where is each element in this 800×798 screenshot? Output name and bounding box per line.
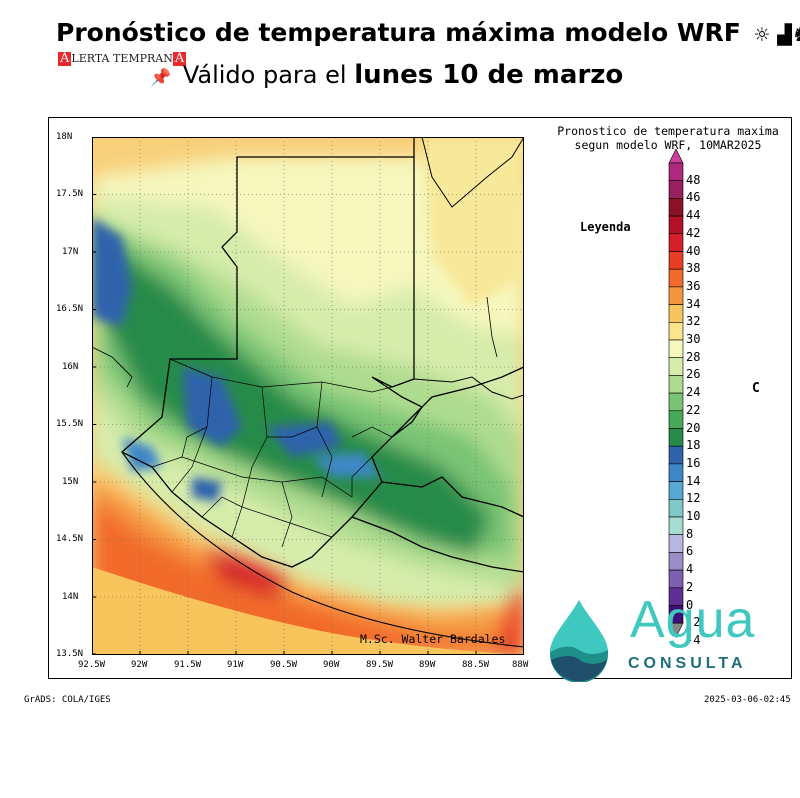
colorbar-label: 0 <box>686 597 694 612</box>
colorbar-bin <box>668 481 684 500</box>
pushpin-icon: 📌 <box>150 68 172 88</box>
colorbar-label: 36 <box>686 278 701 293</box>
colorbar-label: 32 <box>686 314 701 329</box>
colorbar-bin <box>668 215 684 235</box>
lon-tick: 91.5W <box>174 660 202 670</box>
colorbar-label: 12 <box>686 491 701 506</box>
subtitle-date: lunes 10 de marzo <box>354 60 624 90</box>
colorbar-bin <box>668 322 684 341</box>
brand-name: Agua <box>630 591 756 649</box>
colorbar-bin <box>668 339 684 359</box>
lat-tick: 15N <box>62 477 79 487</box>
colorbar-bin <box>668 410 684 429</box>
colorbar-bin <box>668 534 684 553</box>
colorbar-bin <box>668 286 684 305</box>
colorbar <box>668 149 684 638</box>
colorbar-label: 24 <box>686 385 701 400</box>
colorbar-bin <box>668 268 684 288</box>
colorbar-bin <box>668 498 684 518</box>
lon-tick: 88W <box>512 660 529 670</box>
colorbar-label: 22 <box>686 402 701 417</box>
brand-sub: CONSULTA <box>628 655 747 672</box>
colorbar-bin <box>668 357 684 376</box>
lat-tick: 18N <box>56 132 73 142</box>
colorbar-label: 40 <box>686 243 701 258</box>
water-drop-logo <box>550 600 608 682</box>
title-text: Pronóstico de temperatura máxima modelo … <box>56 18 741 47</box>
lat-tick: 13.5N <box>56 649 84 659</box>
colorbar-bin <box>668 463 684 482</box>
alerta-temprana-logo: A LERTA TEMPRAN A <box>58 51 187 66</box>
legend-title: Leyenda <box>580 220 631 234</box>
colorbar-bin <box>668 251 684 270</box>
lon-tick: 92.5W <box>78 660 106 670</box>
colorbar-label: 44 <box>686 208 701 223</box>
colorbar-bin <box>668 392 684 412</box>
lat-tick: 17.5N <box>56 189 84 199</box>
lon-tick: 90.5W <box>270 660 298 670</box>
colorbar-bin <box>668 445 684 465</box>
lon-tick: 88.5W <box>462 660 490 670</box>
colorbar-label: 46 <box>686 190 701 205</box>
colorbar-label: 48 <box>686 172 701 187</box>
map-title-line2: segun modelo WRF, 10MAR2025 <box>574 138 762 152</box>
lat-tick: 16N <box>62 362 79 372</box>
lon-tick: 89.5W <box>366 660 394 670</box>
page-subtitle: 📌 Válido para el lunes 10 de marzo <box>150 60 623 90</box>
colorbar-bin <box>668 552 684 571</box>
colorbar-label: 4 <box>686 562 694 577</box>
colorbar-label: 10 <box>686 509 701 523</box>
lat-tick: 14.5N <box>56 534 84 544</box>
colorbar-bin <box>668 375 684 394</box>
colorbar-label: 42 <box>686 225 701 240</box>
subtitle-prefix: Válido para el <box>182 61 347 89</box>
lon-tick: 91W <box>227 660 244 670</box>
lon-tick: 89W <box>419 660 436 670</box>
timestamp: 2025-03-06-02:45 <box>704 695 791 705</box>
map-title-line1: Pronostico de temperatura maxima <box>557 124 779 138</box>
colorbar-label: 2 <box>686 579 694 594</box>
colorbar-label: 18 <box>686 438 701 453</box>
colorbar-label: 8 <box>686 526 694 541</box>
colorbar-bin <box>668 162 684 182</box>
unit-label: C <box>752 381 760 396</box>
lat-tick: 16.5N <box>56 304 84 314</box>
lat-tick: 15.5N <box>56 419 84 429</box>
lon-tick: 92W <box>131 660 148 670</box>
colorbar-label: 26 <box>686 367 701 382</box>
grads-credit: GrADS: COLA/IGES <box>24 695 111 705</box>
colorbar-bin <box>668 569 684 589</box>
lat-tick: 17N <box>62 247 79 257</box>
colorbar-label: 6 <box>686 544 694 559</box>
colorbar-bottom-arrow <box>668 622 684 638</box>
colorbar-label: 28 <box>686 349 701 364</box>
map-title: Pronostico de temperatura maxima segun m… <box>538 124 798 152</box>
colorbar-bin <box>668 516 684 536</box>
colorbar-label: 14 <box>686 473 701 488</box>
colorbar-label: 38 <box>686 261 701 276</box>
colorbar-bin <box>668 304 684 323</box>
colorbar-label: 16 <box>686 455 701 470</box>
colorbar-bin <box>668 180 684 199</box>
colorbar-bin <box>668 233 684 252</box>
weather-icons: ☼ ▟♞ <box>753 24 800 46</box>
colorbar-label: -2 <box>686 615 701 630</box>
lat-tick: 14N <box>62 592 79 602</box>
colorbar-label: -4 <box>686 632 701 647</box>
temperature-map <box>92 137 524 655</box>
author-credit: M.Sc. Walter Bardales <box>360 632 506 646</box>
colorbar-bin <box>668 198 684 217</box>
colorbar-label: 30 <box>686 332 701 346</box>
lon-tick: 90W <box>323 660 340 670</box>
colorbar-top-arrow <box>668 149 684 164</box>
colorbar-bin <box>668 428 684 447</box>
page-title: Pronóstico de temperatura máxima modelo … <box>56 18 800 47</box>
colorbar-label: 34 <box>686 296 701 311</box>
colorbar-label: 20 <box>686 420 701 435</box>
